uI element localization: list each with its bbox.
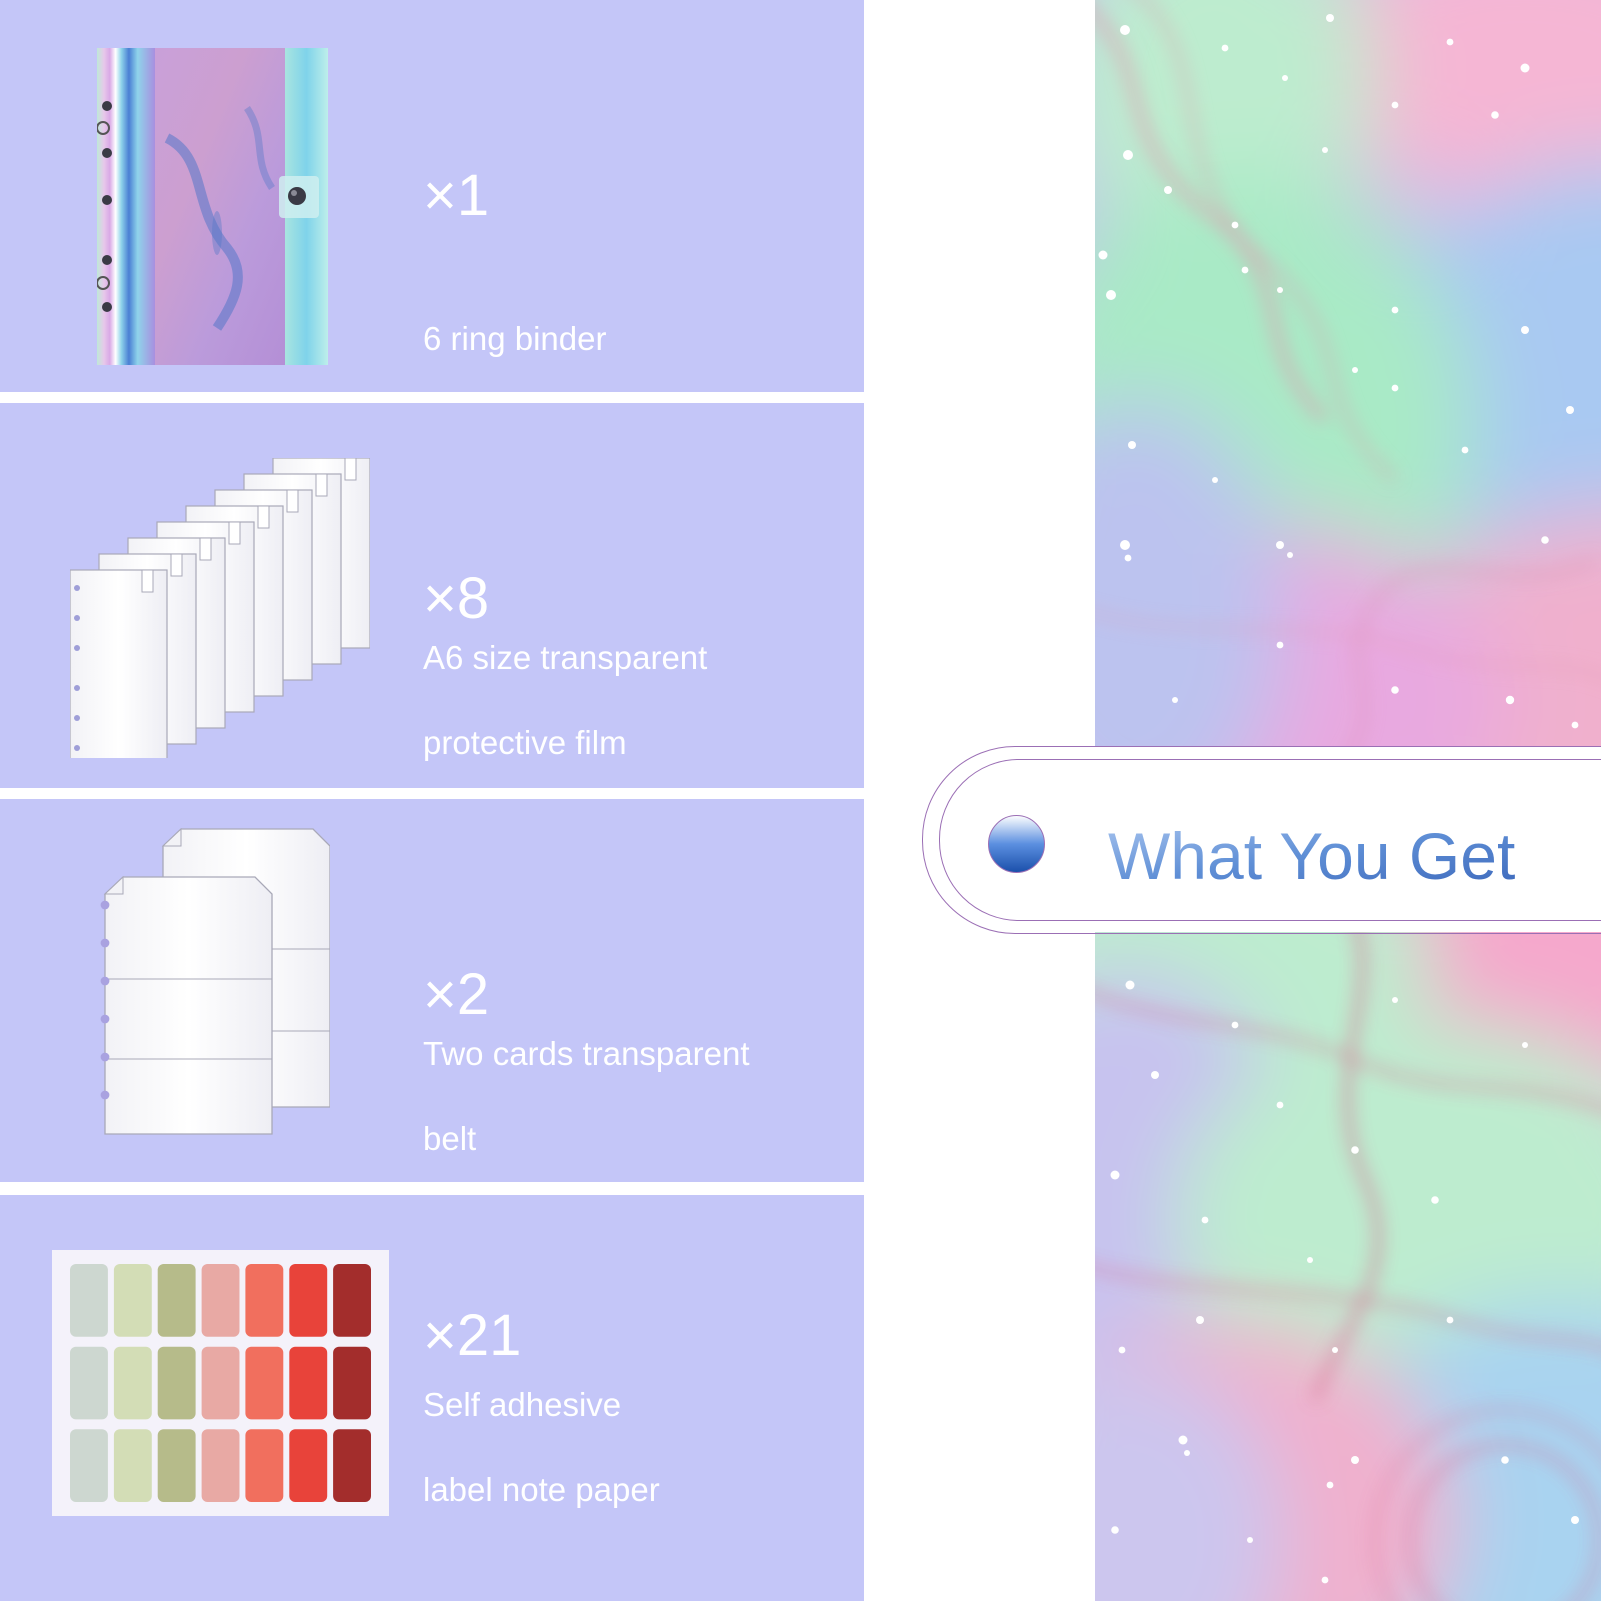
svg-text:What You Get: What You Get — [1108, 819, 1515, 893]
